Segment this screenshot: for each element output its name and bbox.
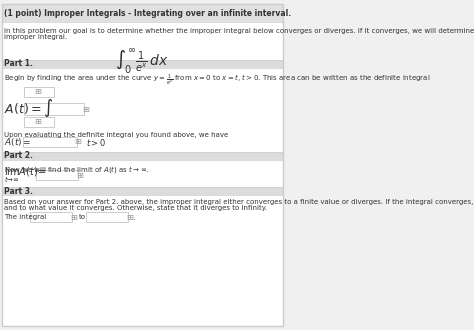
FancyBboxPatch shape [23,137,77,147]
Text: improper integral.: improper integral. [4,34,67,40]
Text: Begin by finding the area under the curve $y = \frac{1}{e^x}$ from $x = 0$ to $x: Begin by finding the area under the curv… [4,72,430,86]
FancyBboxPatch shape [86,212,128,222]
Text: Upon evaluating the definite integral you found above, we have: Upon evaluating the definite integral yo… [4,132,228,138]
FancyBboxPatch shape [36,170,78,180]
Text: ⊞: ⊞ [35,117,41,126]
Text: The integral: The integral [4,214,46,220]
FancyBboxPatch shape [24,87,54,97]
Text: (1 point) Improper Integrals - Integrating over an infinite interval.: (1 point) Improper Integrals - Integrati… [4,9,292,18]
Text: ⊞: ⊞ [74,138,82,147]
Text: $\int_0^{\infty} \frac{1}{e^x}\, dx$: $\int_0^{\infty} \frac{1}{e^x}\, dx$ [116,47,170,76]
FancyBboxPatch shape [2,4,283,22]
Text: Now we will find the limit of $A(t)$ as $t \to \infty$.: Now we will find the limit of $A(t)$ as … [4,164,150,175]
FancyBboxPatch shape [2,187,283,195]
Text: $A(t) = \int$: $A(t) = \int$ [4,97,54,119]
Text: and to what value it converges. Otherwise, state that it diverges to infinity.: and to what value it converges. Otherwis… [4,205,267,211]
Text: $\lim_{t\to\infty} A(t) =$: $\lim_{t\to\infty} A(t) =$ [4,165,46,185]
Text: Based on your answer for Part 2. above, the improper integral either converges t: Based on your answer for Part 2. above, … [4,199,474,205]
Text: ⊞: ⊞ [82,105,90,114]
FancyBboxPatch shape [2,152,283,160]
Text: ⊞: ⊞ [35,87,41,96]
Text: .: . [132,213,135,221]
Text: $A(t) =$: $A(t) =$ [4,136,32,148]
Text: to: to [79,214,86,220]
Text: ⊞: ⊞ [70,213,77,221]
Text: $t > 0$: $t > 0$ [86,137,106,148]
FancyBboxPatch shape [30,212,72,222]
FancyBboxPatch shape [24,103,84,115]
Text: Part 3.: Part 3. [4,186,33,195]
FancyBboxPatch shape [2,4,283,326]
FancyBboxPatch shape [0,0,285,330]
FancyBboxPatch shape [2,60,283,68]
FancyBboxPatch shape [24,117,54,127]
Text: Part 1.: Part 1. [4,59,33,69]
Text: ⊞: ⊞ [126,213,133,221]
Text: In this problem our goal is to determine whether the improper integral below con: In this problem our goal is to determine… [4,28,474,34]
Text: ⊞: ⊞ [76,171,83,180]
Text: Part 2.: Part 2. [4,151,33,160]
